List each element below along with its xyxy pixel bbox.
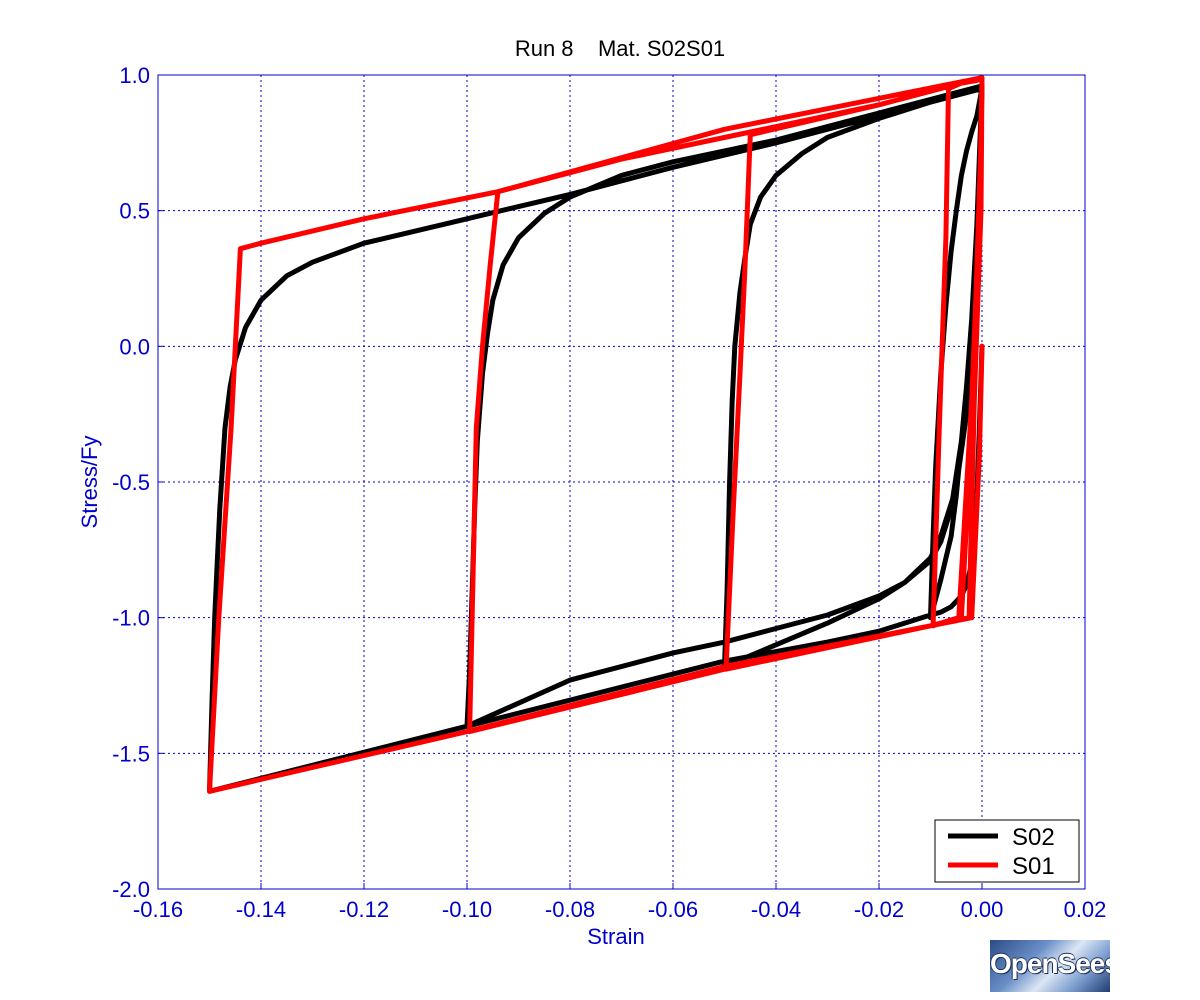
y-tick-label: 1.0 (119, 63, 150, 88)
series-line-s01 (207, 75, 985, 794)
x-tick-label: -0.04 (751, 897, 801, 922)
x-tick-label: -0.16 (133, 897, 183, 922)
y-tick-label: 0.0 (119, 334, 150, 359)
x-axis-label: Strain (587, 924, 644, 949)
y-tick-label: -0.5 (112, 470, 150, 495)
y-axis-label: Stress/Fy (77, 436, 102, 529)
x-tick-label: -0.08 (545, 897, 595, 922)
legend-box (934, 819, 1080, 883)
x-tick-label: -0.10 (442, 897, 492, 922)
x-tick-label: 0.02 (1064, 897, 1107, 922)
legend-label-s01: S01 (1012, 853, 1055, 880)
x-tick-label: -0.02 (854, 897, 904, 922)
legend-label-s02: S02 (1012, 824, 1055, 851)
y-tick-label: -1.5 (112, 741, 150, 766)
y-tick-labels: 1.0 0.5 0.0 -0.5 -1.0 -1.5 -2.0 (112, 63, 164, 902)
grid-lines (158, 75, 1085, 889)
y-tick-label: 0.5 (119, 199, 150, 224)
x-tick-labels: -0.16 -0.14 -0.12 -0.10 -0.08 -0.06 -0.04 -0.02… (133, 883, 1106, 922)
x-tick-label: 0.00 (961, 897, 1004, 922)
x-tick-label: -0.14 (236, 897, 286, 922)
y-tick-label: -2.0 (112, 877, 150, 902)
opensees-logo: OpenSees (990, 940, 1110, 992)
y-tick-label: -1.0 (112, 606, 150, 631)
x-tick-label: -0.12 (339, 897, 389, 922)
legend: S02 S01 (934, 819, 1080, 883)
chart-title: Run 8 Mat. S02S01 (515, 36, 725, 61)
x-tick-label: -0.06 (648, 897, 698, 922)
series-layer (207, 75, 985, 794)
